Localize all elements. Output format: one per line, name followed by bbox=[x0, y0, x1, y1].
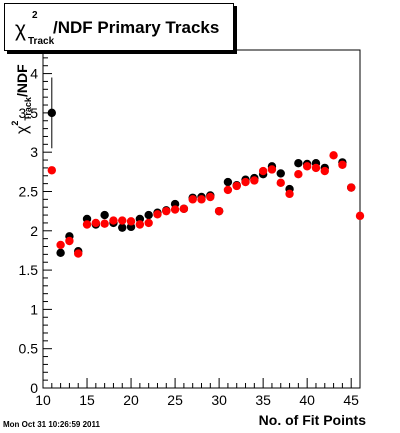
y-tick-label: 1.5 bbox=[19, 262, 39, 278]
chart-axes: 0 0.5 1 1.5 2 2.5 3 3.5 4 10 15 20 25 30 35 40 45 bbox=[19, 49, 361, 408]
data-point bbox=[109, 216, 118, 225]
y-label-chi: χ bbox=[14, 125, 31, 134]
data-point bbox=[170, 205, 180, 214]
y-tick-label: 2 bbox=[30, 223, 38, 239]
data-point bbox=[118, 216, 127, 225]
data-point bbox=[329, 151, 338, 160]
y-tick-label: 0.5 bbox=[19, 341, 39, 357]
timestamp: Mon Oct 31 10:26:59 2011 bbox=[3, 420, 100, 429]
y-tick-label: 3.5 bbox=[19, 105, 39, 121]
x-tick-label: 35 bbox=[255, 392, 271, 408]
data-point bbox=[355, 211, 365, 221]
data-point bbox=[214, 206, 224, 216]
y-tick-label: 2.5 bbox=[19, 183, 39, 199]
data-point bbox=[258, 166, 268, 176]
data-point bbox=[320, 166, 329, 176]
data-point bbox=[135, 220, 145, 229]
data-point bbox=[100, 210, 109, 220]
data-point bbox=[82, 220, 92, 229]
x-tick-label: 45 bbox=[343, 392, 359, 408]
x-tick-label: 40 bbox=[299, 392, 315, 408]
x-tick-label: 25 bbox=[167, 392, 183, 408]
y-label-sup: 2 bbox=[10, 120, 20, 126]
data-point bbox=[294, 158, 303, 168]
y-tick-label: 1 bbox=[30, 301, 38, 317]
data-point bbox=[232, 181, 241, 191]
data-point bbox=[276, 169, 285, 178]
y-axis-label: χ2Track/NDF bbox=[8, 48, 32, 134]
chart-title-box: χ 2 Track /NDF Primary Tracks bbox=[4, 3, 234, 51]
title-superscript: 2 bbox=[32, 10, 38, 21]
data-point bbox=[346, 183, 356, 192]
y-tick-label: 3 bbox=[30, 144, 38, 160]
data-point bbox=[197, 195, 206, 204]
title-chi-symbol: χ bbox=[15, 18, 27, 41]
data-point bbox=[179, 204, 189, 213]
data-point bbox=[206, 192, 215, 202]
data-point bbox=[223, 177, 233, 187]
x-tick-label: 20 bbox=[123, 392, 139, 408]
data-point bbox=[65, 236, 74, 246]
data-point bbox=[311, 163, 321, 173]
data-point bbox=[118, 223, 127, 232]
data-point bbox=[250, 176, 259, 185]
data-point bbox=[162, 206, 171, 216]
chart-marks bbox=[47, 77, 365, 258]
data-point bbox=[302, 162, 312, 171]
chart-title: /NDF Primary Tracks bbox=[53, 18, 220, 37]
data-point bbox=[276, 178, 285, 188]
data-point bbox=[56, 248, 65, 257]
y-tick-label: 0 bbox=[30, 380, 38, 396]
data-point bbox=[241, 177, 250, 187]
data-point bbox=[153, 210, 162, 219]
y-axis-label-text: χ2Track/NDF bbox=[10, 64, 32, 134]
data-point bbox=[91, 218, 101, 228]
x-tick-label: 15 bbox=[79, 392, 95, 408]
data-point bbox=[188, 195, 197, 204]
data-point bbox=[267, 165, 277, 174]
y-label-sub: Track bbox=[23, 97, 32, 121]
data-point bbox=[100, 219, 109, 228]
x-axis-label: No. of Fit Points bbox=[258, 412, 366, 428]
data-point bbox=[47, 166, 57, 175]
data-point bbox=[285, 189, 294, 199]
y-tick-label: 4 bbox=[30, 66, 38, 82]
data-point bbox=[47, 108, 57, 118]
data-point bbox=[126, 217, 136, 226]
data-point bbox=[56, 240, 65, 250]
data-point bbox=[144, 218, 153, 228]
data-point bbox=[144, 210, 153, 220]
data-point bbox=[223, 185, 233, 195]
data-point bbox=[74, 249, 83, 258]
data-point bbox=[294, 169, 303, 179]
title-subscript: Track bbox=[28, 36, 55, 47]
x-tick-label: 30 bbox=[211, 392, 227, 408]
x-tick-label: 10 bbox=[35, 392, 51, 408]
series-1 bbox=[47, 151, 365, 258]
data-point bbox=[338, 160, 347, 169]
y-label-rest: /NDF bbox=[14, 64, 30, 98]
